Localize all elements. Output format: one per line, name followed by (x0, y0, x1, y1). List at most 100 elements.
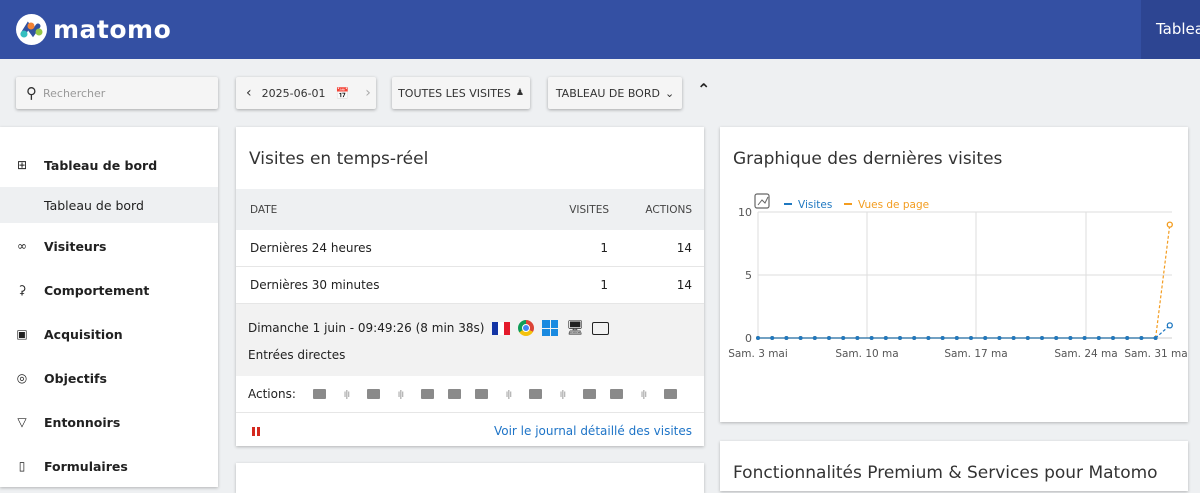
row-label: Dernières 24 heures (250, 241, 372, 255)
pause-icon[interactable] (252, 427, 260, 436)
widget-title: Graphique des dernières visites (733, 149, 1003, 169)
matomo-logo[interactable]: matomo (16, 14, 171, 45)
nav-tab-tableau[interactable]: Tableau (1141, 0, 1200, 59)
folder-icon[interactable] (603, 389, 630, 399)
data-point (1054, 336, 1059, 340)
series-line-partial (1155, 324, 1171, 339)
date-selector[interactable]: ‹ 2025-06-01 📅 › (236, 77, 376, 109)
data-point (756, 336, 760, 340)
y-tick-label: 0 (745, 332, 752, 345)
calendar-icon: 📅 (335, 86, 350, 100)
y-tick-label: 5 (745, 269, 752, 282)
dashboard-label: TABLEAU DE BORD (555, 86, 660, 100)
x-tick-label: Sam. 10 ma (835, 348, 898, 360)
data-point (954, 336, 959, 340)
column-date: DATE (250, 203, 278, 216)
collapse-icon[interactable]: ⌃ (697, 80, 711, 99)
dashboard-selector[interactable]: TABLEAU DE BORD ⌄ (548, 77, 682, 109)
search-placeholder: Rechercher (43, 86, 106, 100)
audio-icon[interactable]: ıǀı (397, 388, 404, 400)
data-point (784, 336, 789, 340)
folder-icon[interactable] (576, 389, 603, 399)
x-tick-label: Sam. 24 ma (1054, 348, 1117, 360)
y-tick-label: 10 (738, 206, 752, 219)
visit-actions: Actions: ıǀı ıǀı ıǀı ıǀı ıǀı (236, 376, 704, 413)
folder-icon[interactable] (360, 389, 387, 399)
x-tick-label: Sam. 31 ma (1124, 348, 1187, 360)
table-header: DATE VISITES ACTIONS (236, 189, 704, 230)
sidebar-item-acquisition[interactable]: ▣ Acquisition (0, 316, 218, 352)
row-actions: 14 (676, 241, 692, 255)
data-point (1096, 336, 1101, 340)
data-point (1139, 336, 1144, 340)
sidebar-item-label: Entonnoirs (44, 414, 121, 430)
sidebar-item-label: Objectifs (44, 370, 107, 386)
placeholder-widget (236, 463, 704, 493)
sidebar: ⊞ Tableau de bord Tableau de bord ∞ Visite… (0, 127, 218, 487)
audio-icon[interactable]: ıǀı (505, 388, 512, 400)
sidebar-item-behaviour[interactable]: ⚳ Comportement (0, 272, 218, 308)
data-point (940, 336, 945, 340)
data-point (841, 336, 846, 340)
premium-widget: Fonctionnalités Premium & Services pour … (720, 441, 1188, 491)
data-point (1068, 336, 1073, 340)
table-row: Dernières 24 heures 1 14 (236, 230, 704, 267)
visits-graph-widget: Graphique des dernières visites 0 5 10 Sam.… (720, 127, 1188, 422)
desktop-icon: 🖥 (566, 320, 585, 336)
logo-icon (16, 14, 47, 45)
row-label: Dernières 30 minutes (250, 278, 380, 292)
sidebar-item-visitors[interactable]: ∞ Visiteurs (0, 228, 218, 264)
series-line-partial (1155, 224, 1171, 339)
sidebar-subitem-dashboard[interactable]: Tableau de bord (0, 187, 218, 223)
audio-icon[interactable]: ıǀı (559, 388, 566, 400)
legend-label: Vues de page (858, 199, 929, 211)
sidebar-item-goals[interactable]: ◎ Objectifs (0, 360, 218, 396)
data-point (969, 336, 973, 340)
data-point (883, 336, 888, 340)
next-period-icon[interactable]: › (365, 85, 371, 101)
folder-icon[interactable] (657, 389, 684, 399)
data-point (812, 336, 817, 340)
date-value[interactable]: 2025-06-01 (261, 86, 326, 100)
prev-period-icon[interactable]: ‹ (246, 85, 252, 101)
sidebar-item-label: Tableau de bord (44, 157, 158, 173)
folder-icon[interactable] (468, 389, 495, 399)
data-point (1082, 336, 1087, 340)
legend-label: Visites (798, 199, 832, 211)
grid-icon: ⊞ (16, 158, 28, 172)
data-point (898, 336, 902, 340)
data-point (1025, 336, 1030, 340)
row-visits: 1 (600, 241, 608, 255)
visit-referrer: Entrées directes (248, 348, 346, 362)
search-icon: ⚲ (26, 84, 37, 102)
bell-icon: ⚳ (17, 283, 27, 297)
sidebar-item-dashboard[interactable]: ⊞ Tableau de bord (0, 147, 218, 183)
clipboard-icon: ▯ (18, 459, 26, 473)
target-icon: ◎ (16, 371, 28, 385)
folder-icon[interactable] (441, 389, 468, 399)
chrome-icon (518, 320, 535, 336)
brand-name: matomo (53, 15, 172, 44)
glasses-icon: ∞ (17, 239, 27, 253)
audio-icon[interactable]: ıǀı (343, 388, 350, 400)
data-point (869, 336, 874, 340)
users-icon: ♟ (515, 88, 524, 98)
folder-icon[interactable] (414, 389, 441, 399)
sidebar-item-forms[interactable]: ▯ Formulaires (0, 448, 218, 484)
visitor-profile-icon[interactable] (592, 321, 610, 335)
folder-icon[interactable] (522, 389, 549, 399)
visitor-log-link[interactable]: Voir le journal détaillé des visites (493, 424, 692, 438)
folder-icon[interactable] (306, 389, 333, 399)
table-row: Dernières 30 minutes 1 14 (236, 267, 704, 304)
audio-icon[interactable]: ıǀı (640, 388, 647, 400)
sidebar-item-label: Visiteurs (44, 238, 107, 254)
france-flag-icon (492, 321, 511, 335)
sidebar-item-funnels[interactable]: ▽ Entonnoirs (0, 404, 218, 440)
search-input[interactable]: ⚲ Rechercher (16, 77, 218, 109)
visit-entry: Dimanche 1 juin - 09:49:26 (8 min 38s) 🖥… (236, 304, 704, 376)
data-point (827, 336, 831, 340)
data-point (1153, 336, 1158, 340)
chevron-down-icon: ⌄ (664, 86, 675, 100)
data-point (1011, 336, 1016, 340)
segment-selector[interactable]: TOUTES LES VISITES ♟ (392, 77, 530, 109)
